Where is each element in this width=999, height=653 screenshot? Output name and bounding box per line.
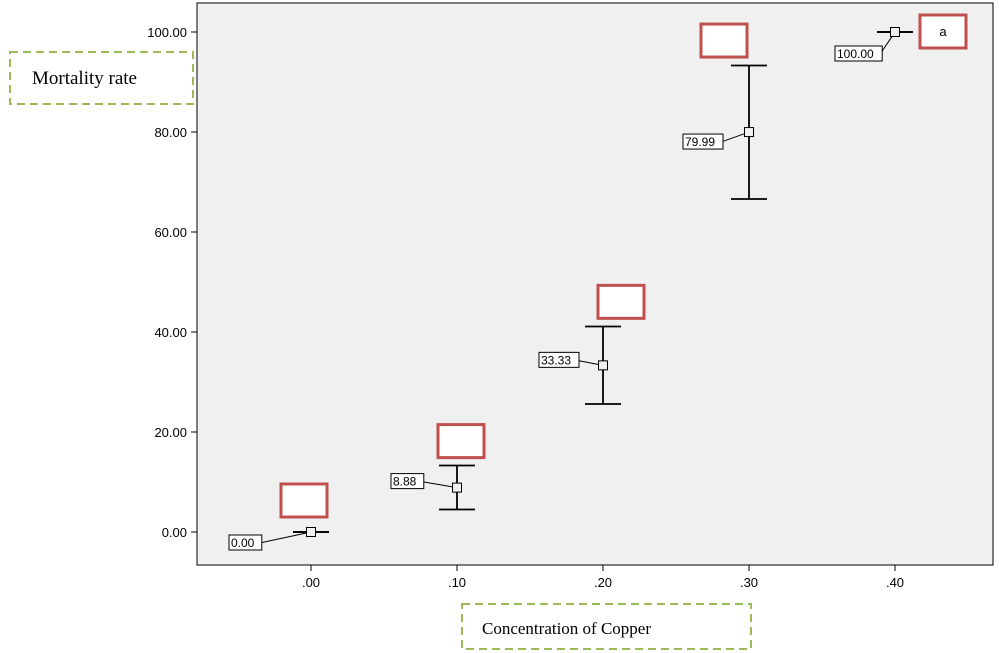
x-axis-label: Concentration of Copper <box>482 619 651 638</box>
y-axis-label: Mortality rate <box>32 68 137 89</box>
x-tick-label: .00 <box>302 575 320 590</box>
annotation-box <box>436 423 486 460</box>
data-label-box <box>390 473 425 490</box>
data-label: 79.99 <box>685 135 715 149</box>
y-axis: 0.00 20.00 40.00 60.00 80.00 100.00 <box>147 25 197 540</box>
data-label: 100.00 <box>837 47 874 61</box>
chart-marks: 0.00 8.88 33.33 79.99 100.00 a <box>228 13 968 551</box>
annotation-box <box>279 482 329 519</box>
data-point <box>744 127 754 138</box>
x-tick-label: .10 <box>448 575 466 590</box>
y-tick-label: 40.00 <box>154 325 187 340</box>
y-tick-label: 0.00 <box>162 525 187 540</box>
data-label-box <box>834 45 883 62</box>
plot-area <box>196 2 994 566</box>
y-tick-label: 60.00 <box>154 225 187 240</box>
y-tick-label: 20.00 <box>154 425 187 440</box>
data-label-box <box>228 534 263 551</box>
annotation-label: a <box>939 24 947 39</box>
data-label-leader <box>259 531 312 544</box>
y-tick-label: 100.00 <box>147 25 187 40</box>
data-point <box>598 360 608 371</box>
y-axis-label-box <box>9 51 194 105</box>
data-label-box <box>538 351 580 368</box>
data-label: 0.00 <box>231 536 255 550</box>
data-label: 8.88 <box>393 475 417 489</box>
x-axis-label-box <box>461 603 752 650</box>
x-axis: .00 .10 .20 .30 .40 <box>302 565 904 590</box>
data-point <box>890 27 900 37</box>
x-tick-label: .30 <box>740 575 758 590</box>
data-label: 33.33 <box>541 353 571 367</box>
data-label-box <box>682 133 724 150</box>
x-tick-label: .20 <box>594 575 612 590</box>
data-point <box>306 527 316 537</box>
annotation-box <box>596 283 646 320</box>
y-tick-label: 80.00 <box>154 125 187 140</box>
x-tick-label: .40 <box>886 575 904 590</box>
annotation-box <box>699 22 749 59</box>
data-label-leader <box>421 481 458 489</box>
data-point <box>452 482 462 493</box>
annotation-box <box>918 13 968 50</box>
